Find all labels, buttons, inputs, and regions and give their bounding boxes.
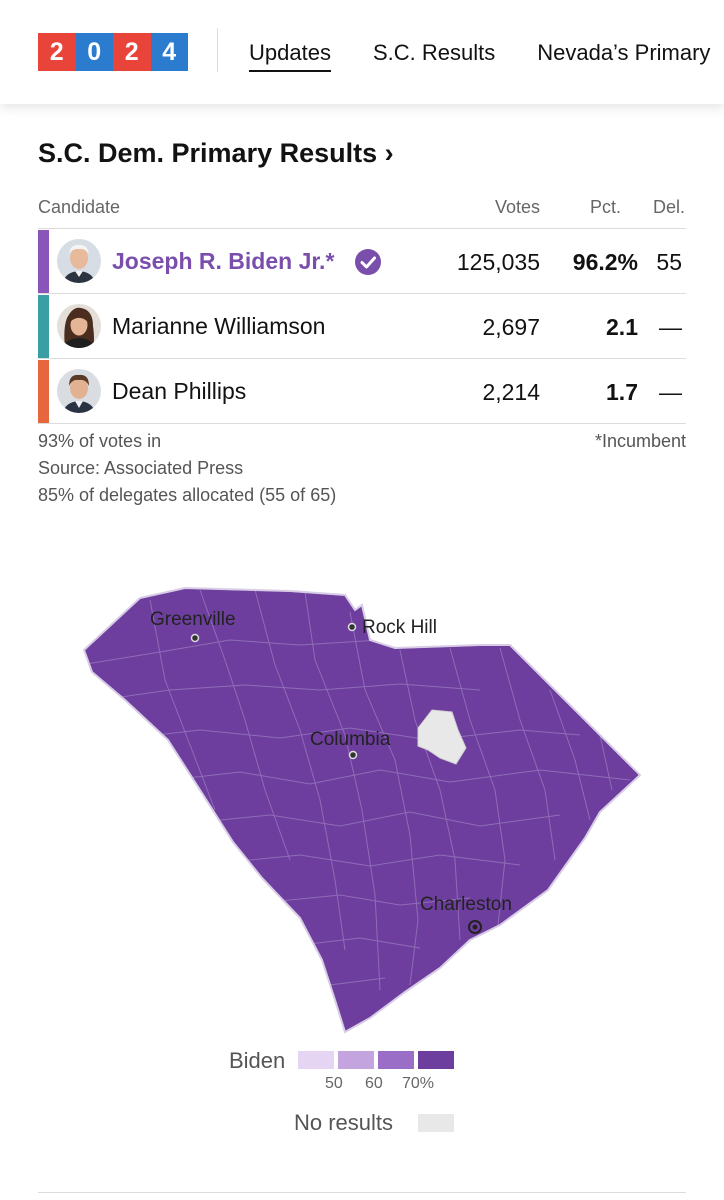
sc-county-map[interactable]: Greenville Rock Hill Columbia Charleston xyxy=(0,560,724,1050)
legend-no-results-label: No results xyxy=(294,1110,394,1135)
williamson-avatar-icon xyxy=(57,304,101,348)
candidate-color-bar xyxy=(38,360,49,423)
legend-swatch xyxy=(418,1051,454,1069)
city-marker-columbia xyxy=(348,750,358,760)
winner-check-icon xyxy=(355,249,381,275)
candidate-delegates: — xyxy=(659,379,682,405)
legend-title: Biden xyxy=(229,1048,286,1073)
table-top-rule xyxy=(38,228,686,229)
candidate-color-bar xyxy=(38,230,49,293)
logo-digit: 4 xyxy=(150,33,188,71)
logo-digit: 2 xyxy=(38,33,76,71)
city-label-rock-hill: Rock Hill xyxy=(362,617,437,638)
county-borders xyxy=(84,589,631,991)
candidate-pct: 2.1 xyxy=(606,314,638,340)
city-label-charleston: Charleston xyxy=(420,894,512,915)
candidate-color-bar xyxy=(38,295,49,358)
candidate-votes: 125,035 xyxy=(456,249,540,275)
incumbent-note: *Incumbent xyxy=(594,431,686,451)
table-row: Marianne Williamson 2,697 2.1 — xyxy=(38,294,686,359)
nav-item-nevada-primary[interactable]: Nevada’s Primary xyxy=(537,40,711,65)
nav-divider xyxy=(217,28,218,72)
election-2024-logo[interactable]: 2 0 2 4 xyxy=(38,33,188,71)
delegates-note: 85% of delegates allocated (55 of 65) xyxy=(38,485,337,505)
city-marker-charleston-dot xyxy=(472,924,478,930)
candidate-name[interactable]: Dean Phillips xyxy=(112,378,247,404)
top-nav-bar: 2 0 2 4 Updates S.C. Results Nevada’s Pr… xyxy=(0,0,724,104)
candidate-votes: 2,697 xyxy=(482,314,540,340)
candidate-votes: 2,214 xyxy=(482,379,540,405)
table-row: Dean Phillips 2,214 1.7 — xyxy=(38,359,686,424)
city-label-columbia: Columbia xyxy=(310,729,391,750)
city-marker-charleston xyxy=(468,920,482,934)
legend-tick: 70% xyxy=(402,1075,435,1092)
city-marker-rock-hill xyxy=(347,622,357,632)
no-results-county xyxy=(417,709,467,765)
city-marker-greenville xyxy=(190,633,200,643)
candidate-name[interactable]: Joseph R. Biden Jr.* xyxy=(112,248,335,274)
section-nav: Updates S.C. Results Nevada’s Primary xyxy=(249,40,724,72)
candidate-delegates: 55 xyxy=(656,249,682,275)
nav-item-updates[interactable]: Updates xyxy=(249,40,331,72)
nav-item-sc-results[interactable]: S.C. Results xyxy=(372,40,496,65)
header-del: Del. xyxy=(652,197,685,217)
header-pct: Pct. xyxy=(589,197,621,217)
header-votes: Votes xyxy=(494,197,540,217)
votes-in-note: 93% of votes in xyxy=(38,431,162,451)
candidate-pct: 1.7 xyxy=(606,379,638,405)
legend-no-results-swatch xyxy=(418,1114,454,1132)
results-title-link[interactable]: S.C. Dem. Primary Results › xyxy=(38,138,394,168)
biden-avatar-icon xyxy=(57,239,101,283)
city-label-greenville: Greenville xyxy=(150,609,236,630)
phillips-avatar-icon xyxy=(57,369,101,413)
legend-swatch xyxy=(338,1051,374,1069)
legend-swatch xyxy=(378,1051,414,1069)
bottom-divider xyxy=(38,1192,686,1193)
table-row: Joseph R. Biden Jr.* 125,035 96.2% 55 xyxy=(38,229,686,294)
source-note: Source: Associated Press xyxy=(38,458,244,478)
logo-digit: 2 xyxy=(113,33,151,71)
legend-tick: 60 xyxy=(365,1075,383,1092)
candidate-pct: 96.2% xyxy=(572,249,638,275)
logo-digit: 0 xyxy=(75,33,113,71)
legend-tick: 50 xyxy=(325,1075,343,1092)
candidate-delegates: — xyxy=(659,314,682,340)
header-candidate: Candidate xyxy=(38,197,121,217)
legend-swatch xyxy=(298,1051,334,1069)
candidate-name[interactable]: Marianne Williamson xyxy=(112,313,326,339)
